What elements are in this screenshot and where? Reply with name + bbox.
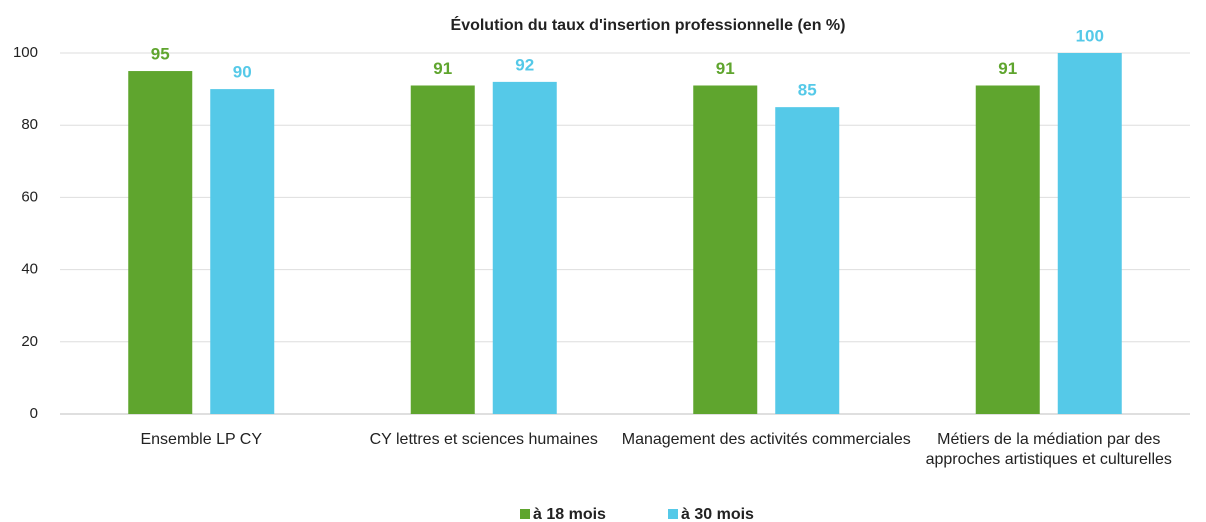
legend-label: à 30 mois bbox=[681, 506, 754, 522]
legend-label: à 18 mois bbox=[533, 506, 606, 522]
legend-swatch bbox=[668, 509, 678, 519]
bar bbox=[128, 71, 193, 415]
data-label: 91 bbox=[998, 59, 1017, 78]
chart-title: Évolution du taux d'insertion profession… bbox=[451, 15, 846, 34]
legend-swatch bbox=[520, 509, 530, 519]
y-tick-label: 20 bbox=[21, 333, 38, 350]
bar bbox=[975, 85, 1040, 415]
x-tick-label: Management des activités commerciales bbox=[621, 431, 911, 448]
data-label: 95 bbox=[151, 45, 170, 64]
data-label: 91 bbox=[433, 59, 452, 78]
bar bbox=[410, 85, 475, 415]
y-tick-label: 40 bbox=[21, 261, 38, 278]
bar bbox=[1057, 53, 1122, 414]
y-tick-label: 60 bbox=[21, 188, 38, 205]
data-label: 90 bbox=[233, 63, 252, 82]
y-tick-label: 100 bbox=[13, 44, 38, 61]
data-label: 100 bbox=[1076, 26, 1104, 45]
x-tick-label: Ensemble LP CY bbox=[140, 431, 263, 448]
data-label: 85 bbox=[798, 81, 817, 100]
y-tick-label: 0 bbox=[30, 405, 38, 422]
data-label: 92 bbox=[515, 55, 534, 74]
bar bbox=[775, 107, 840, 415]
x-tick-label: Métiers de la médiation par des approche… bbox=[925, 431, 1172, 468]
bar bbox=[693, 85, 758, 415]
bar bbox=[210, 89, 275, 414]
y-tick-label: 80 bbox=[21, 116, 38, 133]
bar bbox=[492, 81, 557, 414]
data-label: 91 bbox=[716, 59, 735, 78]
x-tick-label: CY lettres et sciences humaines bbox=[369, 431, 598, 448]
